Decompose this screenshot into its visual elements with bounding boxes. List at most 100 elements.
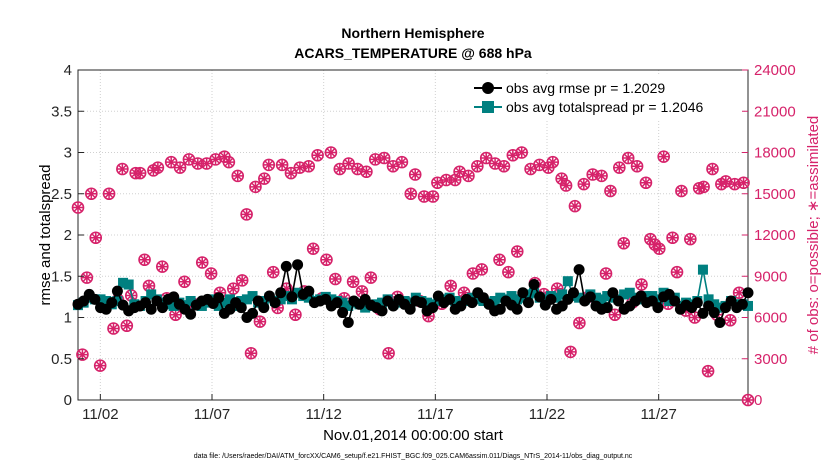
totalspread-marker bbox=[523, 289, 534, 300]
obs-assimilated-marker bbox=[463, 170, 474, 181]
obs-possible-marker bbox=[204, 267, 218, 280]
rmse-marker bbox=[376, 305, 388, 317]
rmse-marker bbox=[567, 287, 579, 299]
obs-assimilated-marker bbox=[640, 177, 651, 188]
totalspread-marker bbox=[495, 292, 506, 303]
obs-assimilated-marker bbox=[170, 309, 181, 320]
obs-possible-marker bbox=[568, 199, 582, 213]
obs-possible-marker bbox=[462, 169, 475, 183]
obs-possible-marker bbox=[360, 165, 373, 179]
totalspread-marker bbox=[557, 289, 568, 300]
totalspread-marker bbox=[641, 291, 652, 302]
obs-assimilated-marker bbox=[516, 147, 527, 158]
totalspread-marker bbox=[275, 294, 286, 305]
obs-assimilated-marker bbox=[263, 159, 274, 170]
obs-assimilated-marker bbox=[720, 176, 731, 187]
obs-possible-marker bbox=[76, 348, 89, 361]
totalspread-marker bbox=[652, 294, 663, 305]
obs-assimilated-marker bbox=[152, 162, 163, 173]
y2-axis-label: # of obs: o=possible; ∗=assimilated bbox=[805, 116, 822, 355]
obs-assimilated-marker bbox=[77, 349, 88, 360]
obs-assimilated-marker bbox=[383, 348, 394, 359]
obs-assimilated-marker bbox=[294, 162, 305, 173]
totalspread-marker bbox=[405, 297, 416, 308]
totalspread-marker bbox=[624, 287, 635, 298]
obs-assimilated-marker bbox=[312, 150, 323, 161]
obs-assimilated-marker bbox=[725, 315, 736, 326]
rmse-marker bbox=[342, 316, 354, 328]
obs-assimilated-marker bbox=[534, 159, 545, 170]
obs-possible-marker bbox=[306, 242, 320, 256]
obs-assimilated-marker bbox=[543, 162, 554, 173]
obs-assimilated-marker bbox=[268, 267, 279, 278]
y-axis-label: rmse and totalspread bbox=[37, 165, 54, 306]
obs-assimilated-marker bbox=[166, 157, 177, 168]
totalspread-marker bbox=[168, 300, 179, 311]
obs-possible-marker bbox=[244, 346, 258, 360]
obs-assimilated-marker bbox=[445, 280, 456, 291]
obs-assimilated-marker bbox=[609, 309, 620, 320]
obs-assimilated-marker bbox=[587, 169, 598, 180]
totalspread-marker bbox=[123, 279, 134, 290]
x-axis-label: Nov.01,2014 00:00:00 start bbox=[323, 427, 504, 444]
obs-assimilated-marker bbox=[241, 209, 252, 220]
rmse-marker bbox=[303, 285, 315, 297]
x-tick-label: 11/02 bbox=[82, 406, 118, 423]
obs-possible-marker bbox=[510, 245, 524, 258]
obs-assimilated-marker bbox=[321, 254, 332, 265]
obs-assimilated-marker bbox=[81, 272, 92, 283]
obs-possible-marker bbox=[475, 263, 489, 276]
obs-assimilated-marker bbox=[432, 177, 443, 188]
obs-possible-marker bbox=[697, 180, 710, 194]
obs-possible-marker bbox=[240, 208, 253, 221]
totalspread-marker bbox=[112, 296, 123, 306]
rmse-marker bbox=[111, 285, 123, 297]
obs-possible-marker bbox=[368, 153, 382, 166]
obs-assimilated-marker bbox=[259, 173, 270, 184]
obs-assimilated-marker bbox=[388, 161, 399, 172]
rmse-marker bbox=[337, 307, 349, 319]
obs-possible-marker bbox=[226, 282, 240, 295]
rmse-marker bbox=[528, 279, 540, 290]
totalspread-marker bbox=[472, 294, 483, 305]
rmse-marker bbox=[708, 307, 720, 319]
x-tick-label: 11/12 bbox=[305, 406, 341, 423]
totalspread-marker bbox=[219, 297, 230, 308]
obs-possible-marker bbox=[613, 161, 626, 174]
obs-possible-marker bbox=[652, 242, 666, 256]
obs-possible-marker bbox=[639, 176, 653, 190]
rmse-marker bbox=[691, 297, 703, 309]
obs-assimilated-marker bbox=[325, 147, 336, 158]
obs-possible-marker bbox=[266, 265, 280, 279]
rmse-marker bbox=[545, 293, 557, 305]
obs-possible-marker bbox=[728, 177, 741, 191]
obs-assimilated-marker bbox=[476, 264, 487, 275]
obs-assimilated-marker bbox=[645, 234, 656, 245]
obs-assimilated-marker bbox=[135, 168, 146, 179]
totalspread-marker bbox=[619, 289, 630, 300]
obs-assimilated-marker bbox=[738, 177, 749, 188]
totalspread-marker bbox=[506, 291, 517, 302]
obs-assimilated-marker bbox=[104, 188, 115, 199]
obs-possible-marker bbox=[404, 187, 418, 201]
totalspread-marker bbox=[714, 302, 725, 313]
obs-possible-marker bbox=[133, 166, 147, 180]
rmse-marker bbox=[742, 287, 754, 299]
rmse-marker bbox=[280, 260, 292, 272]
obs-assimilated-marker bbox=[494, 254, 505, 265]
obs-assimilated-marker bbox=[73, 202, 83, 213]
obs-assimilated-marker bbox=[90, 232, 101, 243]
rmse-marker bbox=[404, 303, 416, 315]
obs-assimilated-marker bbox=[303, 161, 314, 172]
rmse-marker bbox=[669, 295, 681, 307]
totalspread-marker bbox=[343, 300, 354, 311]
x-axis: 11/02 11/07 11/12 11/17 11/22 11/27 bbox=[82, 394, 677, 423]
obs-possible-marker bbox=[284, 166, 298, 180]
legend-rmse-marker bbox=[482, 82, 494, 94]
obs-assimilated-marker bbox=[281, 283, 292, 294]
obs-assimilated-marker bbox=[454, 166, 465, 177]
totalspread-marker bbox=[326, 294, 337, 305]
obs-assimilated-marker bbox=[117, 164, 128, 174]
obs-assimilated-marker bbox=[729, 179, 740, 190]
chart-subtitle: ACARS_TEMPERATURE @ 688 hPa bbox=[294, 45, 532, 61]
